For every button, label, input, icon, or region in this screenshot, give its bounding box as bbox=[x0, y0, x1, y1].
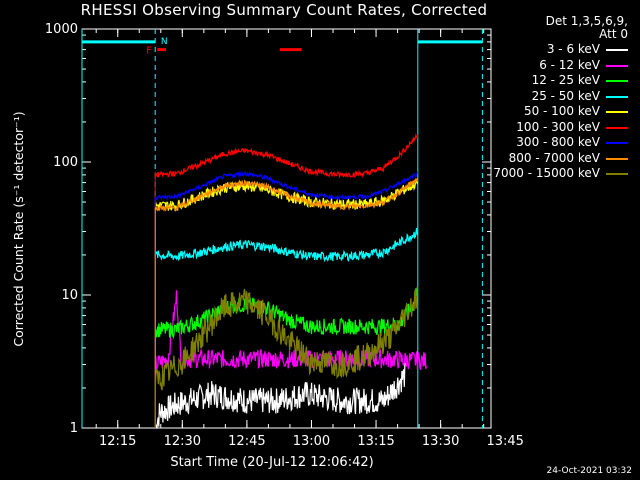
x-tick-label: 13:00 bbox=[293, 434, 330, 449]
legend-item-label: 3 - 6 keV bbox=[546, 42, 600, 56]
y-tick-label: 100 bbox=[53, 155, 78, 170]
legend-swatch bbox=[606, 173, 628, 175]
legend-swatch bbox=[606, 157, 628, 160]
legend-item: 50 - 100 keV bbox=[470, 104, 628, 120]
legend-item: 6 - 12 keV bbox=[470, 58, 628, 74]
legend-swatch bbox=[606, 95, 628, 98]
series-line-3 bbox=[154, 228, 419, 263]
y-tick-label: 10 bbox=[61, 288, 78, 303]
legend-item-label: 800 - 7000 keV bbox=[508, 150, 600, 165]
legend-item-label: 7000 - 15000 keV bbox=[493, 166, 600, 180]
x-tick-label: 12:30 bbox=[164, 434, 201, 449]
x-tick-label: 13:30 bbox=[422, 434, 459, 449]
legend-item-label: 25 - 50 keV bbox=[531, 88, 600, 103]
x-tick-label: 12:45 bbox=[228, 434, 265, 449]
legend-item: 300 - 800 keV bbox=[470, 135, 628, 151]
legend-item: 12 - 25 keV bbox=[470, 73, 628, 89]
legend-item-label: 300 - 800 keV bbox=[516, 135, 600, 149]
legend-swatch bbox=[606, 126, 628, 129]
series-line-8 bbox=[154, 286, 419, 391]
legend-item: 25 - 50 keV bbox=[470, 89, 628, 105]
series-line-6 bbox=[155, 170, 418, 202]
x-tick-label: 12:15 bbox=[99, 434, 136, 449]
chart-title: RHESSI Observing Summary Count Rates, Co… bbox=[80, 1, 488, 19]
series-line-1 bbox=[154, 290, 427, 371]
x-tick-label: 13:45 bbox=[486, 434, 523, 449]
legend-item: 7000 - 15000 keV bbox=[470, 166, 628, 182]
series-line-0 bbox=[154, 362, 406, 429]
legend-header-detectors: Det 1,3,5,6,9, bbox=[545, 14, 628, 28]
legend-item-label: 100 - 300 keV bbox=[516, 119, 600, 134]
series-line-7 bbox=[154, 178, 419, 212]
legend-header-attenuator: Att 0 bbox=[599, 27, 628, 41]
legend-item: 100 - 300 keV bbox=[470, 120, 628, 136]
annotation-night-label: N bbox=[161, 37, 168, 47]
annotation-flare-label: F bbox=[146, 46, 152, 57]
series-line-5 bbox=[154, 133, 419, 179]
legend-item: 3 - 6 keV bbox=[470, 42, 628, 58]
series-line-2 bbox=[154, 288, 419, 340]
legend-swatch bbox=[606, 64, 628, 67]
y-tick-label: 1 bbox=[70, 421, 78, 436]
legend-swatch bbox=[606, 111, 628, 113]
y-tick-label: 1000 bbox=[45, 22, 78, 37]
footer-timestamp: 24-Oct-2021 03:32 bbox=[546, 466, 632, 476]
legend-swatch bbox=[606, 80, 628, 82]
legend-item: 800 - 7000 keV bbox=[470, 151, 628, 167]
legend-item-label: 12 - 25 keV bbox=[531, 73, 600, 87]
x-axis-label: Start Time (20-Jul-12 12:06:42) bbox=[170, 455, 374, 470]
legend-swatch bbox=[606, 142, 628, 144]
legend-swatch bbox=[606, 49, 628, 51]
legend-item-label: 6 - 12 keV bbox=[539, 57, 600, 72]
legend-item-label: 50 - 100 keV bbox=[523, 104, 600, 118]
plot-frame bbox=[81, 28, 492, 429]
x-tick-label: 13:15 bbox=[357, 434, 394, 449]
